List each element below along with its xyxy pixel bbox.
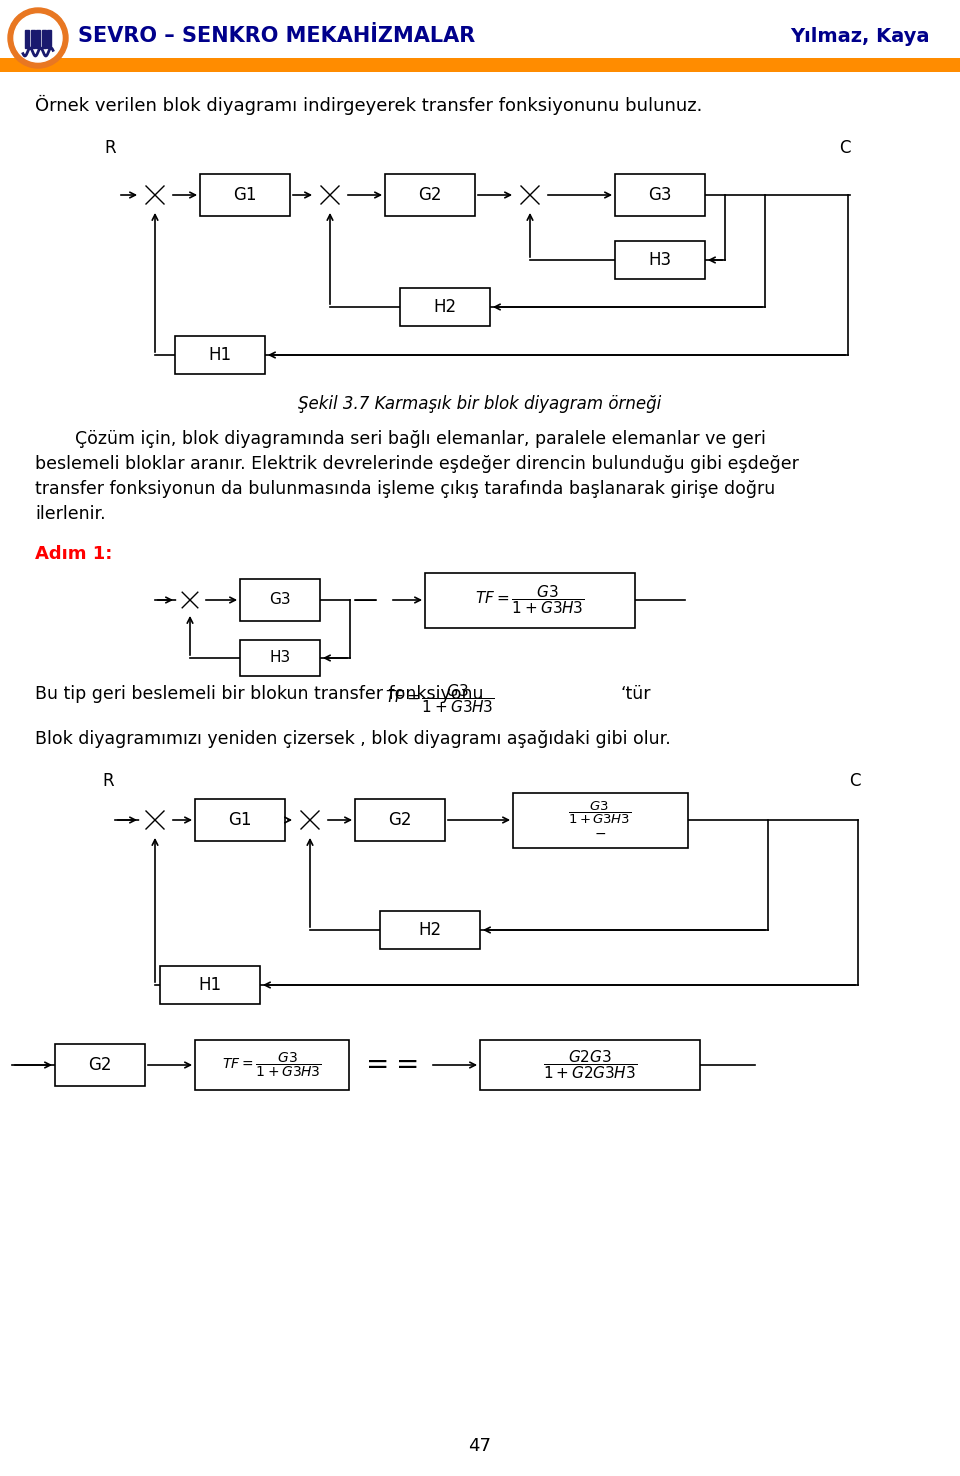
Bar [513, 793, 687, 847]
Text: 47: 47 [468, 1438, 492, 1455]
Text: H1: H1 [208, 345, 231, 365]
Text: H2: H2 [433, 298, 457, 316]
Text: beslemeli bloklar aranır. Elektrik devrelerinde eşdeğer direncin bulunduğu gibi : beslemeli bloklar aranır. Elektrik devre… [35, 455, 799, 472]
Bar [425, 573, 635, 627]
Text: Adım 1:: Adım 1: [35, 545, 112, 562]
Bar [0, 58, 960, 72]
Text: C: C [850, 772, 861, 790]
Circle shape [14, 13, 62, 62]
Text: G3: G3 [269, 592, 291, 608]
Bar [47, 30, 51, 49]
Text: ‘tür: ‘tür [620, 685, 651, 703]
Bar [240, 641, 320, 676]
Circle shape [315, 180, 345, 210]
Text: G1: G1 [228, 810, 252, 830]
Text: ilerlenir.: ilerlenir. [35, 505, 106, 523]
Bar [200, 174, 290, 215]
Text: $TF=\dfrac{G3}{1+G3H3}$: $TF=\dfrac{G3}{1+G3H3}$ [385, 682, 494, 714]
Text: $-$: $-$ [594, 827, 606, 840]
Circle shape [177, 587, 203, 613]
Text: $TF=\dfrac{G3}{1+G3H3}$: $TF=\dfrac{G3}{1+G3H3}$ [222, 1051, 322, 1079]
Text: Çözüm için, blok diyagramında seri bağlı elemanlar, paralele elemanlar ve geri: Çözüm için, blok diyagramında seri bağlı… [75, 430, 766, 449]
Circle shape [8, 7, 68, 68]
Bar [240, 579, 320, 621]
Text: $\dfrac{G3}{1+G3H3}$: $\dfrac{G3}{1+G3H3}$ [568, 800, 632, 827]
Text: G1: G1 [233, 186, 256, 204]
Circle shape [140, 180, 170, 210]
Text: $\dfrac{G2G3}{1+G2G3H3}$: $\dfrac{G2G3}{1+G2G3H3}$ [543, 1048, 637, 1082]
Bar [380, 911, 480, 949]
Text: R: R [105, 139, 116, 156]
Bar [41, 30, 45, 49]
Bar [400, 288, 490, 326]
Text: R: R [102, 772, 114, 790]
Text: $TF = \dfrac{G3}{1+G3H3}$: $TF = \dfrac{G3}{1+G3H3}$ [475, 583, 585, 617]
Text: H1: H1 [199, 976, 222, 993]
Bar [25, 30, 29, 49]
Text: Örnek verilen blok diyagramı indirgeyerek transfer fonksiyonunu bulunuz.: Örnek verilen blok diyagramı indirgeyere… [35, 94, 703, 115]
Bar [480, 1041, 700, 1089]
Circle shape [515, 180, 545, 210]
Bar [160, 965, 260, 1004]
Text: Blok diyagramımızı yeniden çizersek , blok diyagramı aşağıdaki gibi olur.: Blok diyagramımızı yeniden çizersek , bl… [35, 731, 671, 748]
Text: G2: G2 [88, 1055, 111, 1075]
Bar [175, 337, 265, 373]
Text: transfer fonksiyonun da bulunmasında işleme çıkış tarafında başlanarak girişe do: transfer fonksiyonun da bulunmasında işl… [35, 480, 776, 497]
Text: H2: H2 [419, 921, 442, 939]
Text: G2: G2 [388, 810, 412, 830]
Bar [615, 241, 705, 279]
Circle shape [140, 804, 170, 835]
Text: =: = [396, 1051, 420, 1079]
Bar [615, 174, 705, 215]
Text: H3: H3 [270, 651, 291, 666]
Bar [355, 799, 445, 841]
Text: C: C [839, 139, 851, 156]
Text: Yılmaz, Kaya: Yılmaz, Kaya [790, 27, 930, 46]
Bar [385, 174, 475, 215]
Text: G2: G2 [419, 186, 442, 204]
Text: Bu tip geri beslemeli bir blokun transfer fonksiyonu: Bu tip geri beslemeli bir blokun transfe… [35, 685, 484, 703]
Text: SEVRO – SENKRO MEKАНİZMALAR: SEVRO – SENKRO MEKАНİZMALAR [78, 27, 475, 46]
Bar [195, 799, 285, 841]
Bar [36, 30, 40, 49]
Bar [55, 1044, 145, 1086]
Bar [31, 30, 35, 49]
Text: —: — [352, 587, 377, 613]
Circle shape [295, 804, 325, 835]
Text: H3: H3 [648, 251, 672, 269]
Text: G3: G3 [648, 186, 672, 204]
Text: =: = [367, 1051, 390, 1079]
Text: Şekil 3.7 Karmaşık bir blok diyagram örneği: Şekil 3.7 Karmaşık bir blok diyagram örn… [299, 396, 661, 413]
Bar [195, 1041, 349, 1089]
